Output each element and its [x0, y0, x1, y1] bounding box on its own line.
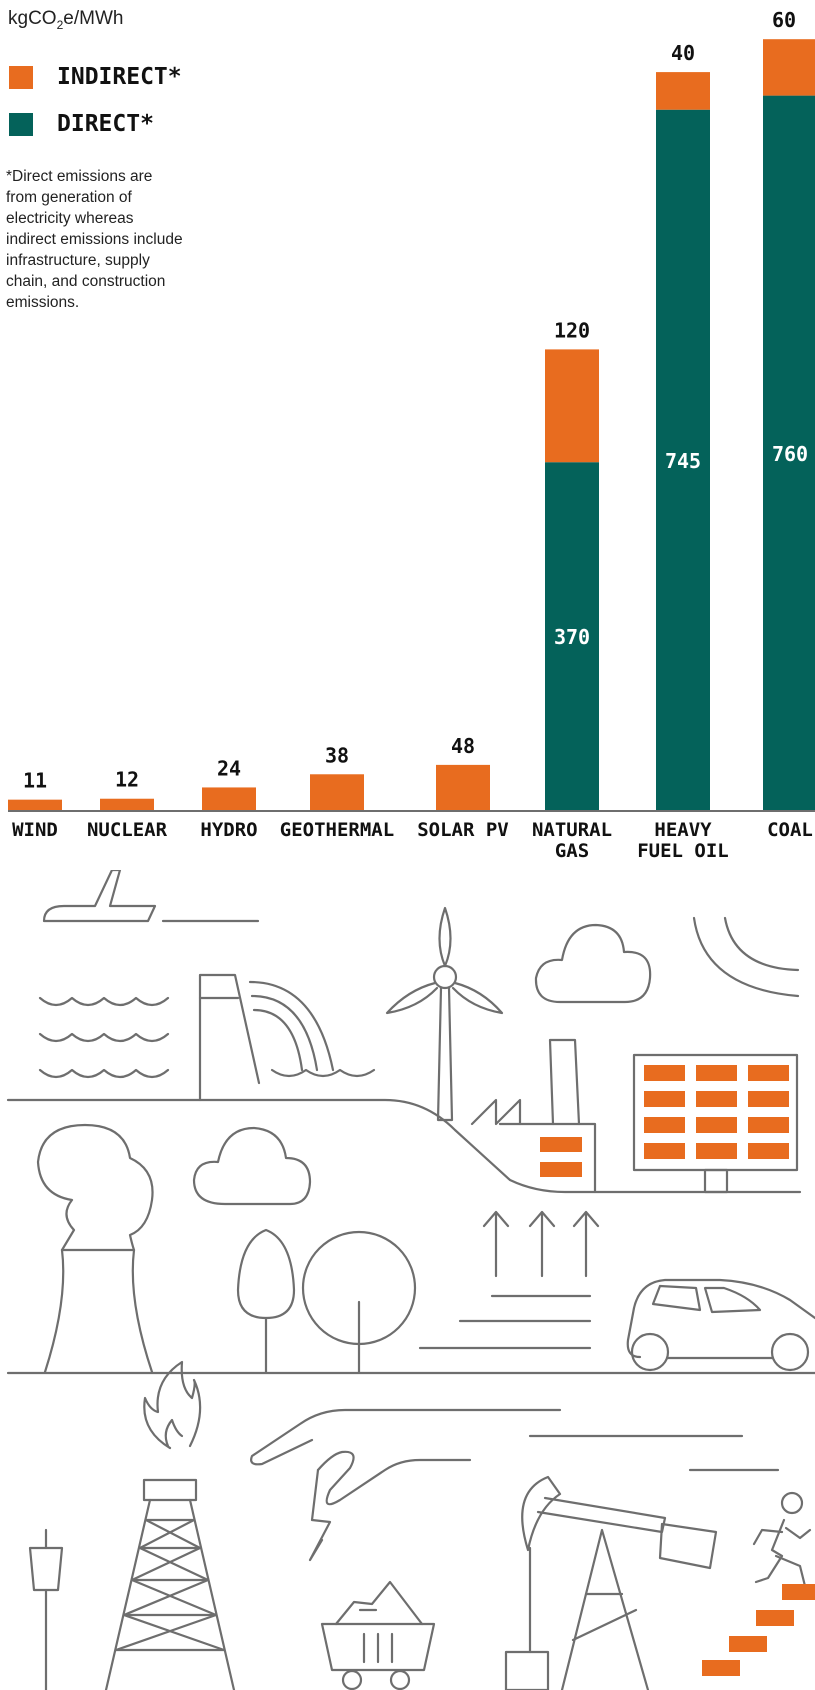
ground-line	[6, 1098, 802, 1194]
hand-lightning-icon	[250, 1408, 780, 1562]
stacked-bar-chart: 11 WIND 12 NUCLEAR 24 HYDRO 38 GEOTHERMAL 48 SOLA…	[8, 8, 815, 862]
data-label-direct-natural-gas: 370	[554, 625, 590, 649]
data-label-indirect-nuclear: 12	[115, 768, 139, 792]
bar-indirect-wind	[8, 799, 62, 810]
cooling-tower-icon	[36, 1123, 154, 1374]
tick-label-coal: COAL	[767, 819, 813, 841]
tick-label-solar-pv: SOLAR PV	[417, 819, 509, 841]
y-axis-unit-label: kgCO2e/MWh	[8, 8, 124, 32]
legend-item-indirect: INDIRECT*	[9, 64, 182, 90]
bar-indirect-natural-gas	[545, 349, 599, 463]
arc-icon	[692, 916, 800, 998]
bar-indirect-hydro	[202, 787, 256, 810]
data-label-indirect-geothermal: 38	[325, 743, 349, 767]
data-label-indirect-solar-pv: 48	[451, 734, 475, 758]
bar-indirect-solar-pv	[436, 764, 490, 810]
tick-label-natural-gas: NATURAL GAS	[532, 819, 612, 862]
dam-icon	[198, 973, 376, 1102]
tick-label-nuclear: NUCLEAR	[87, 819, 168, 841]
legend-swatch-direct	[9, 112, 33, 136]
data-label-direct-coal: 760	[772, 442, 808, 466]
legend-item-direct: DIRECT*	[9, 111, 154, 137]
data-label-indirect-coal: 60	[772, 8, 796, 32]
lamp-post-icon	[28, 1528, 64, 1690]
legend-swatch-indirect	[9, 65, 33, 89]
tree-icon	[236, 1228, 417, 1374]
bar-direct-heavy-fuel-oil	[656, 109, 710, 810]
tick-label-heavy-fuel-oil: HEAVY FUEL OIL	[637, 819, 729, 862]
tick-label-hydro: HYDRO	[200, 819, 257, 841]
data-label-indirect-wind: 11	[23, 769, 47, 793]
bar-direct-coal	[763, 95, 815, 811]
energy-illustration	[6, 870, 815, 1690]
solar-panel-icon	[632, 1053, 799, 1194]
coal-cart-icon	[320, 1580, 436, 1690]
legend-label-indirect: INDIRECT*	[57, 64, 182, 90]
bar-indirect-nuclear	[100, 798, 154, 810]
data-label-indirect-heavy-fuel-oil: 40	[671, 41, 695, 65]
footnote: *Direct emissions are from generation of…	[6, 168, 183, 311]
data-label-indirect-natural-gas: 120	[554, 318, 590, 342]
tick-label-wind: WIND	[12, 819, 58, 841]
data-label-direct-heavy-fuel-oil: 745	[665, 449, 701, 473]
oil-pumpjack-icon	[504, 1475, 718, 1690]
cloud-icon	[192, 923, 652, 1206]
wind-turbine-icon	[385, 906, 504, 1122]
bar-indirect-coal	[763, 39, 815, 96]
car-icon	[626, 1278, 815, 1372]
factory-icon	[470, 1038, 597, 1194]
tick-label-geothermal: GEOTHERMAL	[280, 819, 394, 841]
bar-indirect-geothermal	[310, 774, 364, 810]
airplane-icon	[42, 870, 260, 923]
data-label-indirect-hydro: 24	[217, 756, 241, 780]
legend-label-direct: DIRECT*	[57, 111, 154, 137]
gas-flare-tower-icon	[104, 1360, 236, 1690]
bar-direct-natural-gas	[545, 462, 599, 810]
person-climbing-stairs-icon	[702, 1491, 815, 1676]
waves-icon	[38, 996, 170, 1079]
arrows-up-icon	[418, 1210, 600, 1350]
bar-indirect-heavy-fuel-oil	[656, 72, 710, 110]
